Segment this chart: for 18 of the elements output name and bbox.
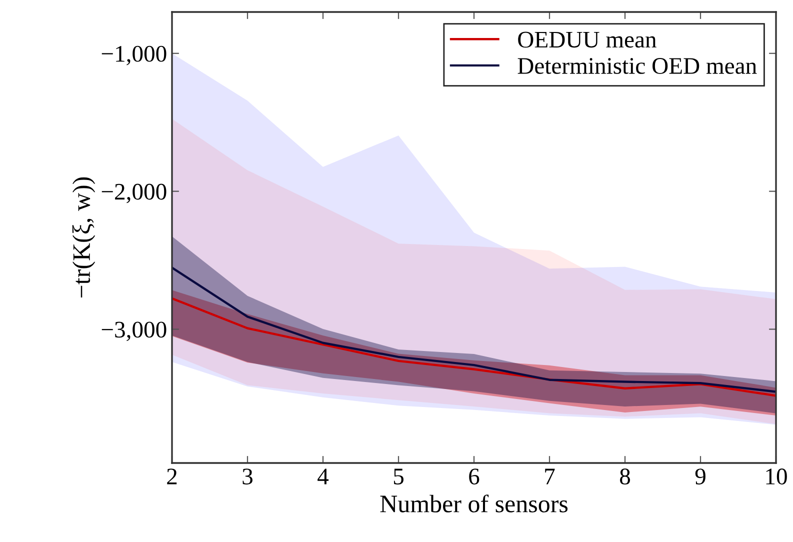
y-tick-label: −3,000 <box>102 322 166 342</box>
y-tick-label: −2,000 <box>102 184 166 204</box>
x-axis-title: Number of sensors <box>380 494 568 512</box>
line-series <box>172 297 776 397</box>
x-tick-label: 5 <box>394 468 404 484</box>
x-tick-label: 6 <box>469 468 480 484</box>
x-tick-label: 8 <box>620 468 630 484</box>
y-tick-label: −1,000 <box>102 46 166 66</box>
x-tick-label: 7 <box>545 468 555 484</box>
x-tick-label: 10 <box>766 468 787 484</box>
line-series <box>172 266 776 393</box>
x-tick-label: 3 <box>242 468 252 484</box>
y-axis-title: −tr(K(ξ, w)) <box>72 177 96 298</box>
x-tick-label: 4 <box>318 468 329 484</box>
legend-label: Deterministic OED mean <box>518 58 757 74</box>
x-tick-label: 2 <box>167 468 177 484</box>
x-tick-label: 9 <box>695 468 706 484</box>
legend-label: OEDUU mean <box>518 32 656 48</box>
